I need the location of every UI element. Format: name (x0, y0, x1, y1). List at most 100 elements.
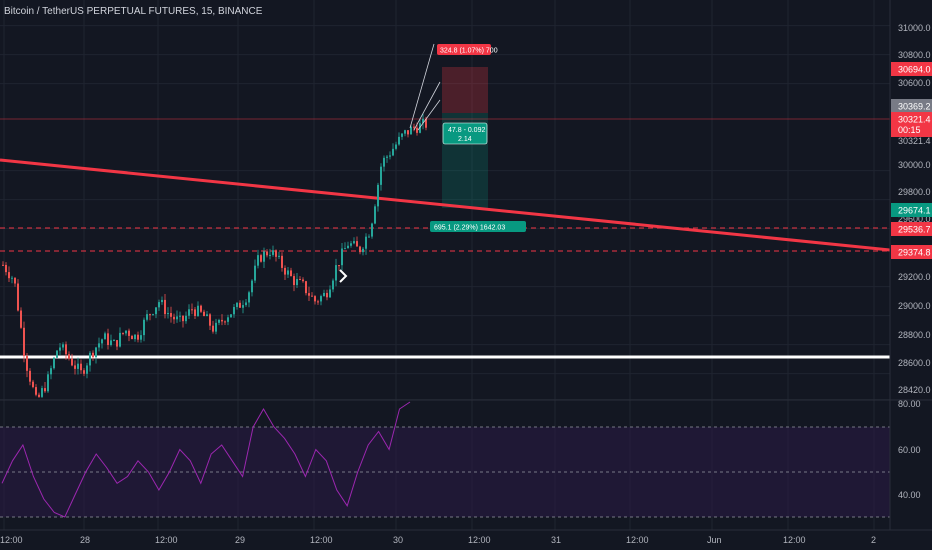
time-tick: 2 (871, 535, 876, 545)
candle-body (281, 255, 283, 268)
candle-body (92, 352, 94, 358)
candle-body (353, 241, 355, 244)
candle-body (254, 265, 256, 281)
time-tick: 12:00 (0, 535, 23, 545)
candle-body (239, 302, 241, 308)
candle-body (20, 310, 22, 328)
candle-body (272, 250, 274, 255)
candle-body (371, 223, 373, 237)
price-tags: 30694.0 30369.2 30321.4 00:15 29674.1 29… (891, 62, 932, 259)
candle-body (47, 374, 49, 392)
candle-body (284, 267, 286, 275)
price-tick: 30800.0 (898, 50, 931, 60)
candle-body (251, 280, 253, 293)
candle-body (329, 289, 331, 298)
candle-body (257, 255, 259, 266)
candle-body (395, 144, 397, 149)
candle-body (338, 265, 340, 267)
candle-body (179, 315, 181, 317)
candle-body (356, 241, 358, 247)
candle-body (206, 314, 208, 317)
candle-body (230, 314, 232, 318)
candle-body (83, 370, 85, 374)
candle-body (113, 340, 115, 342)
candle-body (110, 340, 112, 345)
time-tick: 28 (80, 535, 90, 545)
time-tick: 12:00 (155, 535, 178, 545)
candle-body (86, 365, 88, 374)
candle-body (422, 118, 424, 124)
position-label-box[interactable] (442, 122, 488, 145)
time-tick: 12:00 (626, 535, 649, 545)
candle-body (95, 347, 97, 358)
time-tick: Jun (707, 535, 722, 545)
target-label-box[interactable] (437, 44, 491, 55)
time-axis[interactable]: 12:00 28 12:00 29 12:00 30 12:00 31 12:0… (0, 535, 876, 545)
candle-body (71, 358, 73, 366)
price-tag: 29374.8 (898, 248, 931, 258)
pitch-line-1[interactable] (409, 43, 435, 129)
candle-body (44, 388, 46, 392)
candle-body (299, 279, 301, 281)
candle-body (404, 130, 406, 134)
candle-body (305, 281, 307, 294)
position-label-1: 47.8 - 0.092 (448, 127, 485, 134)
rsi-tick: 40.00 (898, 490, 921, 500)
candle-body (374, 206, 376, 224)
price-tag-box (891, 245, 932, 259)
candle-body (416, 127, 418, 133)
candle-body (278, 255, 280, 257)
price-tag: 29536.7 (898, 225, 931, 235)
measure-label-box[interactable] (430, 221, 526, 232)
candle-body (137, 334, 139, 340)
candle-body (143, 319, 145, 336)
cursor-icon (339, 269, 348, 283)
candle-body (314, 296, 316, 302)
candle-body (332, 280, 334, 290)
candle-body (23, 327, 25, 356)
price-tick: 30000.0 (898, 160, 931, 170)
price-tag: 30321.4 (898, 115, 931, 125)
pitch-line-3[interactable] (417, 99, 441, 131)
candle-body (389, 155, 391, 157)
rsi-axis[interactable]: 80.00 60.00 40.00 (898, 399, 921, 500)
candle-body (101, 339, 103, 344)
time-tick: 12:00 (310, 535, 333, 545)
candle-body (287, 270, 289, 275)
price-tick: 28600.0 (898, 358, 931, 368)
candle-body (398, 136, 400, 145)
candle-body (89, 352, 91, 366)
price-tick: 29800.0 (898, 187, 931, 197)
trendline[interactable] (0, 158, 891, 252)
candle-body (146, 314, 148, 320)
price-axis[interactable]: 31000.0 30800.0 30600.0 30321.4 30000.0 … (898, 23, 931, 395)
candle-body (134, 334, 136, 340)
candle-body (320, 296, 322, 302)
candle-body (119, 332, 121, 347)
candle-body (263, 251, 265, 262)
price-tag-box (891, 62, 932, 76)
risk-zone (442, 67, 488, 113)
time-tick: 29 (235, 535, 245, 545)
candle-body (380, 166, 382, 185)
time-tick: 12:00 (468, 535, 491, 545)
pitch-line-2[interactable] (413, 81, 441, 131)
candle-body (77, 363, 79, 369)
candle-body (8, 272, 10, 279)
price-tag: 30369.2 (898, 102, 931, 112)
candle-body (362, 248, 364, 253)
candle-body (425, 118, 427, 128)
price-tag-box (891, 112, 932, 137)
candle-body (74, 365, 76, 369)
measure-label: 695.1 (2.29%) 1642.03 (434, 225, 505, 232)
candle-body (224, 321, 226, 323)
candle-body (170, 313, 172, 317)
candle-body (122, 332, 124, 334)
price-tag: 30694.0 (898, 65, 931, 75)
candle-body (50, 368, 52, 375)
candle-body (161, 299, 163, 303)
price-tick: 28420.0 (898, 385, 931, 395)
candle-body (32, 381, 34, 388)
